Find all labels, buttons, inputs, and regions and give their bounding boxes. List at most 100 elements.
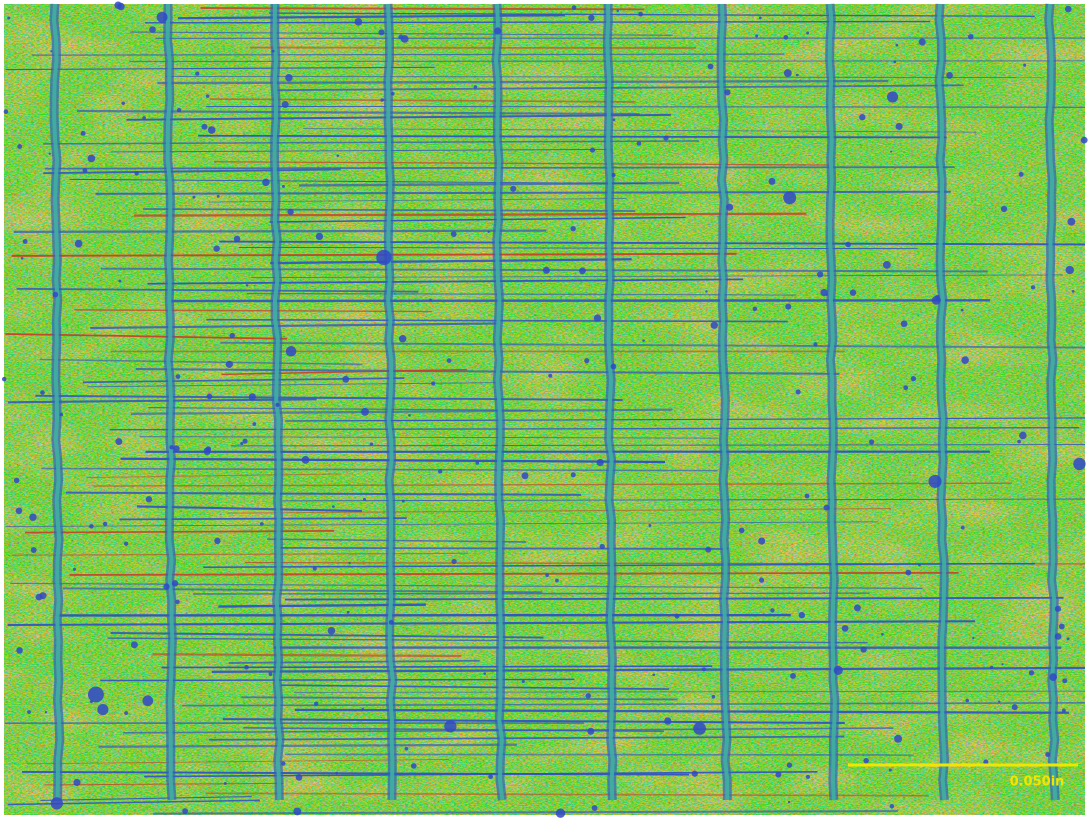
particle — [1062, 709, 1066, 713]
particle — [262, 179, 269, 186]
particle — [192, 196, 195, 199]
particle — [1073, 458, 1085, 470]
particle — [177, 108, 181, 112]
particle — [705, 547, 711, 553]
particle — [901, 320, 908, 327]
particle — [859, 114, 865, 120]
particle — [961, 526, 965, 530]
particle — [1066, 266, 1074, 274]
particle — [124, 711, 128, 715]
particle — [21, 257, 24, 260]
particle — [1017, 440, 1021, 444]
scratch — [285, 754, 914, 755]
particle — [556, 808, 565, 817]
particle — [244, 665, 249, 670]
particle — [7, 16, 10, 19]
particle — [89, 524, 94, 529]
particle — [27, 710, 31, 714]
particle — [272, 50, 275, 53]
particle — [60, 413, 64, 417]
particle — [775, 772, 781, 778]
particle — [240, 442, 243, 445]
particle — [919, 38, 926, 45]
particle — [806, 32, 809, 35]
particle — [590, 147, 595, 152]
particle — [378, 29, 384, 35]
particle — [451, 231, 457, 237]
particle — [121, 102, 124, 105]
particle — [296, 774, 303, 781]
particle — [411, 763, 417, 769]
particle — [17, 144, 22, 149]
particle — [896, 123, 903, 130]
particle — [890, 151, 892, 153]
particle — [444, 720, 456, 732]
particle — [824, 505, 830, 511]
micrograph: 0.050in — [0, 0, 1089, 819]
particle — [131, 641, 138, 648]
particle — [579, 267, 586, 274]
particle — [149, 26, 156, 33]
particle — [29, 513, 36, 520]
particle — [1045, 752, 1050, 757]
particle — [182, 808, 188, 814]
particle — [487, 231, 489, 233]
particle — [313, 567, 317, 571]
particle — [990, 666, 993, 669]
particle — [972, 637, 974, 639]
particle — [408, 414, 411, 417]
particle — [543, 267, 550, 274]
particle — [842, 625, 849, 632]
particle — [895, 44, 898, 47]
particle — [97, 704, 108, 715]
particle — [474, 85, 478, 89]
particle — [275, 403, 279, 407]
particle — [302, 456, 310, 464]
particle — [663, 135, 668, 140]
particle — [483, 672, 486, 675]
particle — [50, 50, 52, 52]
particle — [217, 195, 220, 198]
particle — [118, 280, 121, 283]
scratch — [170, 300, 990, 301]
particle — [522, 680, 525, 683]
particle — [652, 673, 655, 676]
particle — [1072, 290, 1075, 293]
particle — [785, 304, 791, 310]
particle — [712, 695, 716, 699]
particle — [850, 289, 856, 295]
particle — [363, 498, 366, 501]
particle — [755, 34, 758, 37]
particle — [260, 522, 264, 526]
particle — [1065, 6, 1072, 13]
particle — [2, 377, 6, 381]
particle — [269, 672, 273, 676]
particle — [555, 579, 559, 583]
particle — [402, 500, 405, 503]
particle — [332, 505, 335, 508]
particle — [282, 101, 289, 108]
particle — [88, 687, 104, 703]
particle — [1029, 670, 1034, 675]
particle — [337, 154, 340, 157]
particle — [638, 12, 643, 17]
particle — [739, 528, 745, 534]
particle — [230, 333, 235, 338]
particle — [45, 711, 47, 713]
particle — [201, 124, 207, 130]
particle — [23, 239, 28, 244]
particle — [596, 459, 603, 466]
particle — [642, 339, 645, 342]
particle — [206, 446, 211, 451]
particle — [664, 717, 671, 724]
particle — [195, 72, 199, 76]
particle — [246, 284, 248, 286]
scratch — [201, 8, 645, 9]
particle — [172, 580, 178, 586]
particle — [961, 309, 964, 312]
particle — [1012, 704, 1018, 710]
particle — [1067, 218, 1075, 226]
particle — [1062, 678, 1067, 683]
particle — [1081, 137, 1088, 144]
particle — [494, 27, 501, 34]
